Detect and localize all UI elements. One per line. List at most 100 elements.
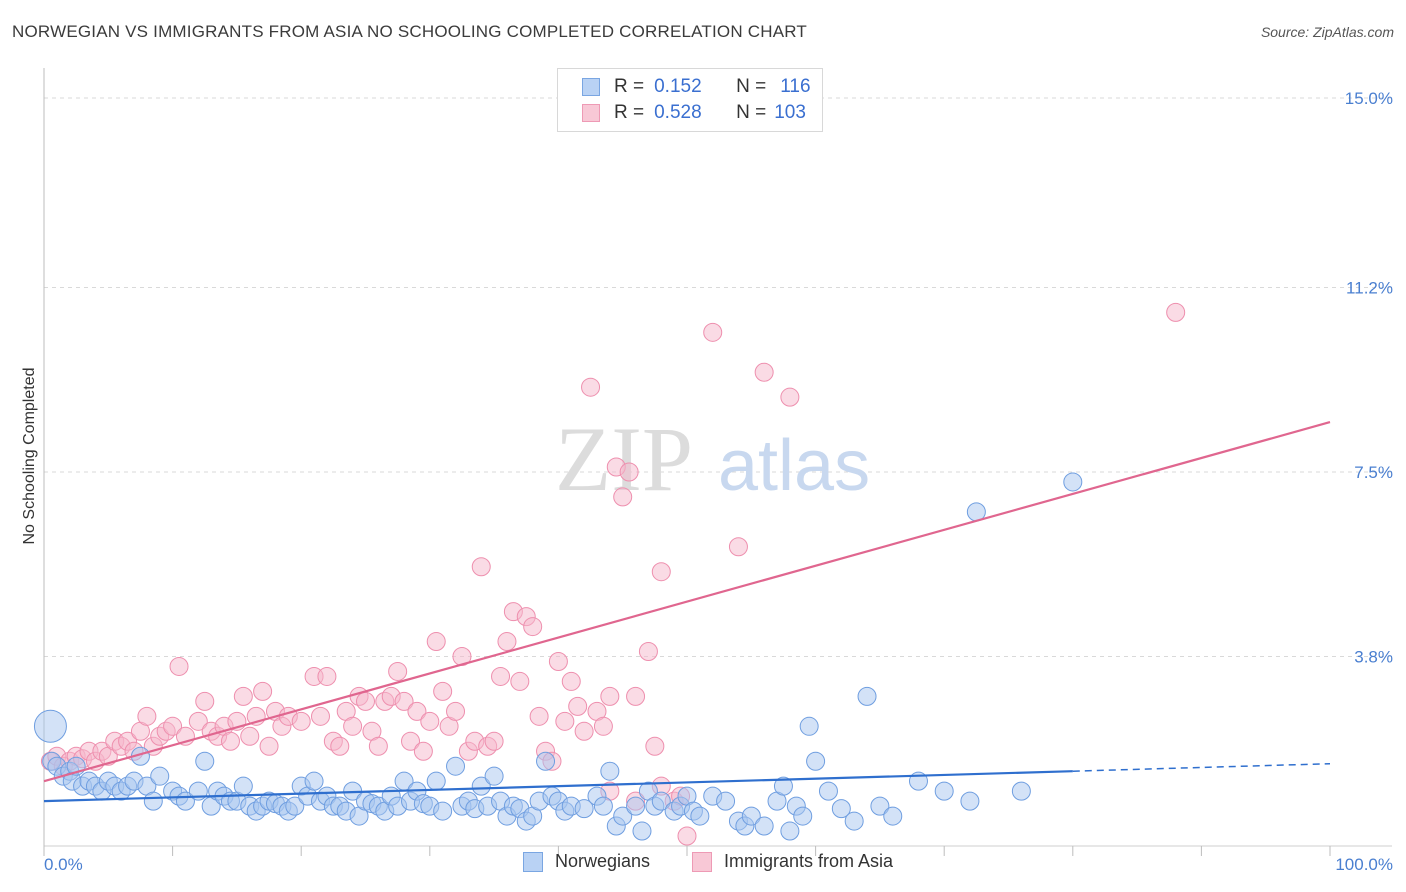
norwegian-point — [741, 806, 761, 826]
norwegian-point — [773, 776, 793, 796]
norwegian-point — [870, 796, 890, 816]
norwegian-point — [1011, 781, 1031, 801]
immigrant-point — [343, 716, 363, 736]
norwegian-point — [960, 791, 980, 811]
legend-item-norwegians: Norwegians — [523, 851, 650, 872]
immigrant-point — [593, 716, 613, 736]
immigrant-point — [137, 706, 157, 726]
immigrant-point — [581, 377, 601, 397]
norwegian-point — [857, 686, 877, 706]
immigrant-point — [420, 711, 440, 731]
legend-row-norwegians: R = 0.152 N = 116 — [582, 75, 811, 99]
grid-lines — [44, 97, 1392, 847]
norwegians-trend-extension — [1072, 762, 1331, 772]
norwegian-point — [934, 781, 954, 801]
immigrant-point — [188, 711, 208, 731]
chart-source: Source: ZipAtlas.com — [1260, 24, 1394, 40]
chart-title: NORWEGIAN VS IMMIGRANTS FROM ASIA NO SCH… — [12, 22, 808, 41]
series-immigrants-points — [40, 302, 1186, 846]
norwegian-point — [143, 791, 163, 811]
norwegian-point — [285, 796, 305, 816]
immigrant-point — [651, 562, 671, 582]
legend-item-immigrants: Immigrants from Asia — [692, 851, 893, 872]
immigrant-point — [754, 362, 774, 382]
norwegian-point — [446, 756, 466, 776]
legend-r-value: 0.152 — [654, 76, 702, 97]
norwegian-point — [484, 766, 504, 786]
norwegian-point — [716, 791, 736, 811]
legend-swatch-blue — [582, 78, 600, 96]
norwegian-point — [433, 801, 453, 821]
norwegian-point — [818, 781, 838, 801]
norwegian-point — [883, 806, 903, 826]
immigrant-point — [233, 686, 253, 706]
norwegian-point — [831, 799, 851, 819]
norwegians-trend-line — [43, 770, 1073, 803]
legend-n-value: 103 — [774, 102, 806, 123]
x-tick-label-max: 100.0% — [1335, 855, 1393, 874]
legend-n-label: N = — [736, 102, 767, 123]
norwegian-point — [780, 821, 800, 841]
legend-swatch-pink — [582, 104, 600, 122]
immigrant-point — [600, 686, 620, 706]
norwegian-point — [799, 716, 819, 736]
immigrant-point — [433, 681, 453, 701]
immigrant-point — [728, 537, 748, 557]
immigrant-point — [548, 651, 568, 671]
norwegian-point — [426, 771, 446, 791]
immigrant-point — [677, 826, 697, 846]
watermark-atlas: atlas — [718, 426, 870, 506]
legend-label-norwegians: Norwegians — [555, 851, 651, 871]
immigrant-point — [368, 736, 388, 756]
immigrant-point — [163, 716, 183, 736]
immigrant-point — [259, 736, 279, 756]
legend-swatch-norwegians — [523, 851, 543, 872]
x-tick-label-min: 0.0% — [44, 855, 83, 874]
legend-r-label: R = — [614, 102, 645, 123]
immigrant-point — [356, 691, 375, 711]
norwegian-point — [806, 751, 826, 771]
immigrants-trend-line — [43, 421, 1331, 783]
immigrant-point — [413, 741, 433, 761]
y-axis-label: No Schooling Completed — [21, 368, 38, 545]
norwegian-point — [651, 791, 671, 811]
immigrant-point — [388, 661, 408, 681]
trend-lines — [43, 421, 1331, 803]
norwegian-point — [626, 796, 646, 816]
immigrant-point — [330, 736, 350, 756]
norwegian-point — [33, 709, 67, 743]
immigrant-point — [240, 726, 260, 746]
immigrant-point — [471, 557, 491, 577]
immigrant-point — [426, 632, 446, 652]
immigrant-point — [407, 701, 427, 721]
norwegian-point — [690, 806, 710, 826]
norwegian-point — [593, 796, 613, 816]
immigrant-point — [574, 721, 594, 741]
immigrant-point — [446, 701, 466, 721]
immigrant-point — [645, 736, 665, 756]
immigrant-point — [780, 387, 800, 407]
norwegian-point — [754, 816, 774, 836]
legend-r-label: R = — [614, 76, 645, 97]
immigrant-point — [510, 671, 530, 691]
immigrant-point — [195, 691, 215, 711]
y-tick-label: 11.2% — [1346, 278, 1393, 297]
immigrant-point — [317, 666, 337, 686]
tick-labels: 3.8% 7.5% 11.2% 15.0% 0.0% 100.0% — [44, 89, 1393, 874]
immigrant-point — [613, 487, 633, 507]
immigrant-point — [529, 706, 549, 726]
immigrant-point — [169, 656, 189, 676]
y-tick-label: 7.5% — [1354, 463, 1393, 482]
watermark: ZIP atlas — [555, 408, 870, 510]
norwegian-point — [304, 771, 324, 791]
norwegian-point — [1063, 472, 1083, 492]
immigrant-point — [394, 691, 414, 711]
norwegian-point — [195, 751, 215, 771]
immigrant-point — [1166, 302, 1186, 322]
immigrant-point — [253, 681, 273, 701]
immigrant-point — [568, 696, 588, 716]
y-tick-label: 15.0% — [1345, 89, 1393, 108]
legend-r-value: 0.528 — [654, 102, 702, 123]
immigrant-point — [626, 686, 646, 706]
immigrant-point — [703, 322, 723, 342]
